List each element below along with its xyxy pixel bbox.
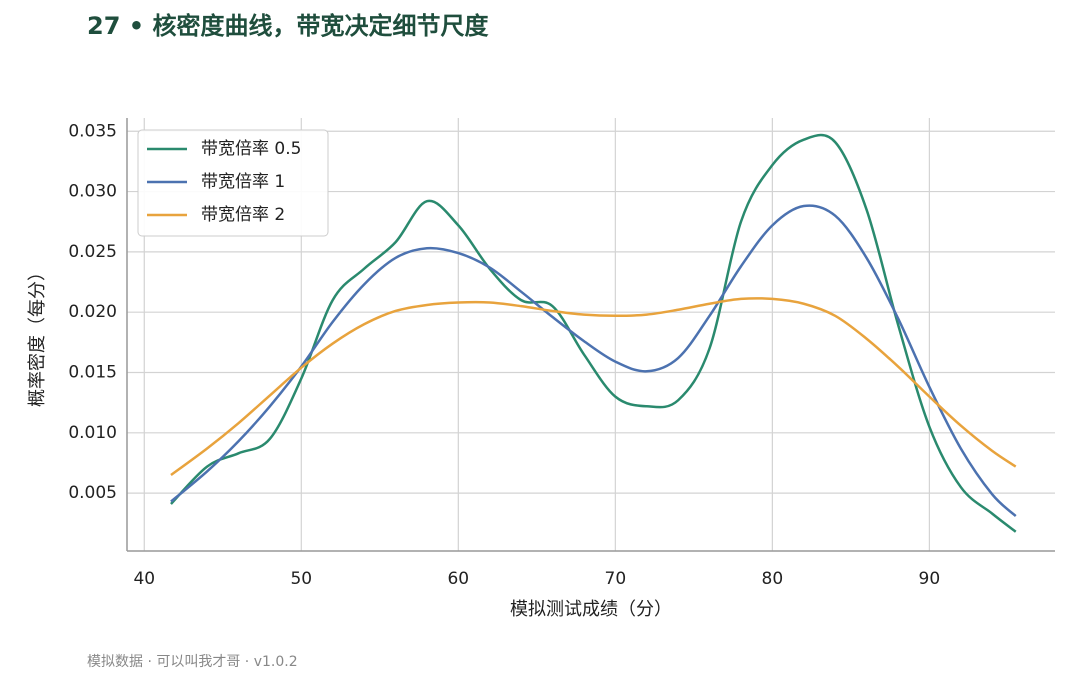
y-axis-label: 概率密度（每分）	[27, 263, 48, 407]
y-tick-label: 0.035	[68, 121, 117, 141]
x-tick-label: 50	[290, 569, 312, 589]
y-tick-label: 0.025	[68, 242, 117, 262]
y-tick-label: 0.005	[68, 483, 117, 503]
legend-box	[137, 129, 329, 237]
series-line	[170, 297, 1017, 477]
x-tick-label: 40	[133, 569, 155, 589]
legend-label: 带宽倍率 2	[201, 205, 285, 225]
y-tick-label: 0.030	[68, 182, 117, 202]
y-tick-label: 0.015	[68, 362, 117, 382]
x-tick-label: 60	[447, 569, 469, 589]
legend-label: 带宽倍率 0.5	[201, 139, 301, 159]
x-tick-label: 90	[919, 569, 941, 589]
y-tick-label: 0.010	[68, 423, 117, 443]
y-tick-label: 0.020	[68, 302, 117, 322]
x-axis-label: 模拟测试成绩（分）	[510, 599, 672, 620]
footer: 模拟数据 · 可以叫我才哥 · v1.0.2	[87, 654, 298, 670]
x-tick-label: 70	[605, 569, 627, 589]
chart-title: 27 • 核密度曲线，带宽决定细节尺度	[87, 12, 489, 40]
series-line	[170, 204, 1017, 517]
series-line	[170, 133, 1017, 533]
legend-label: 带宽倍率 1	[201, 172, 285, 192]
x-tick-label: 80	[762, 569, 784, 589]
